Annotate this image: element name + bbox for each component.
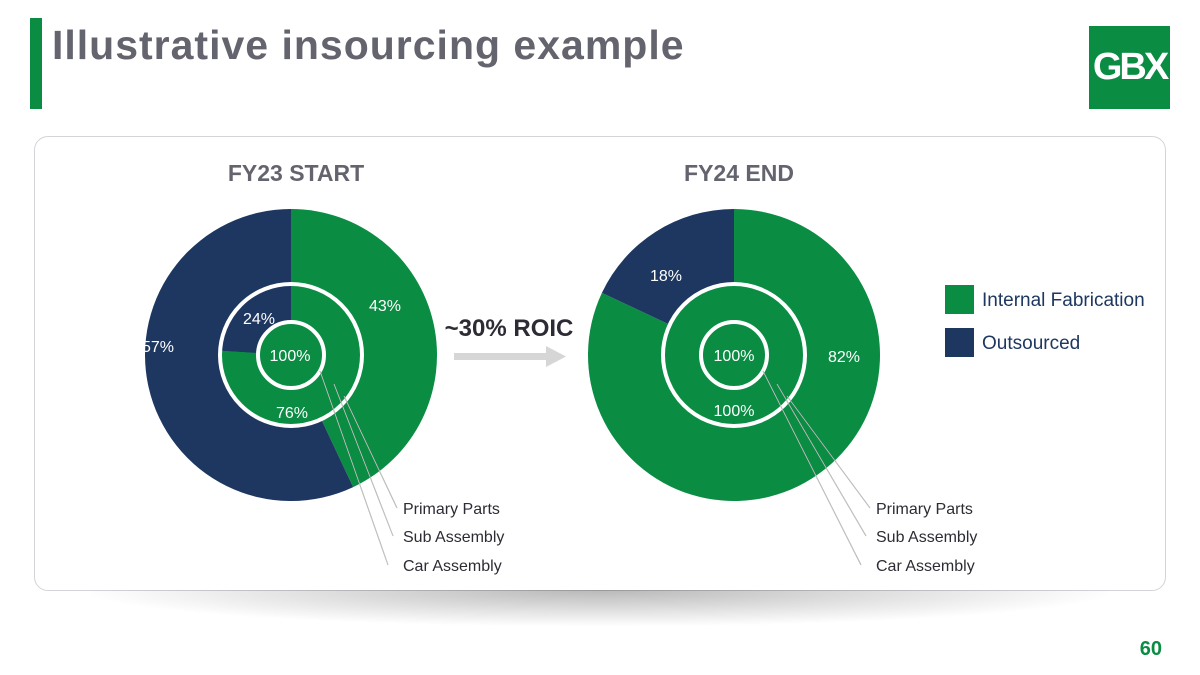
callout-line-highlight [343,395,398,509]
callout-line-highlight [776,383,867,537]
ring-callout-label: Car Assembly [876,558,975,575]
roic-arrow-shaft [454,353,548,360]
slice-label: 43% [369,298,401,315]
callout-line-highlight [786,395,871,509]
callout-line-highlight [333,383,394,537]
ring-slice [258,322,324,388]
ring-slice [701,322,767,388]
legend-label: Outsourced [982,333,1080,354]
roic-label: ~30% ROIC [445,315,574,342]
card-shadow [90,590,1110,626]
page-number: 60 [1139,638,1162,660]
slice-label: 18% [650,268,682,285]
chart-title: FY24 END [684,160,794,186]
ring-callout-label: Sub Assembly [403,529,504,546]
slice-label: 100% [714,403,755,420]
chart-title: FY23 START [228,160,364,186]
ring-separator [661,282,807,428]
legend-label: Internal Fabrication [982,290,1145,311]
gbx-logo: GBX [1089,26,1170,109]
callout-line-highlight [319,370,389,566]
slice-label: 100% [714,348,755,365]
slide-title: Illustrative insourcing example [52,22,685,68]
callout-line-highlight [762,370,862,566]
slice-label: 24% [243,311,275,328]
title-accent-bar [30,18,42,109]
ring-separator [218,282,364,428]
slice-label: 76% [276,405,308,422]
ring-callout-label: Car Assembly [403,558,502,575]
roic-arrow-head [546,346,566,367]
legend-swatch [945,285,974,314]
legend-swatch [945,328,974,357]
ring-separator [699,320,769,390]
ring-callout-label: Primary Parts [876,501,973,518]
slice-label: 100% [270,348,311,365]
ring-separator [256,320,326,390]
slice-label: 82% [828,349,860,366]
ring-callout-label: Primary Parts [403,501,500,518]
slice-label: 57% [142,339,174,356]
ring-callout-label: Sub Assembly [876,529,977,546]
